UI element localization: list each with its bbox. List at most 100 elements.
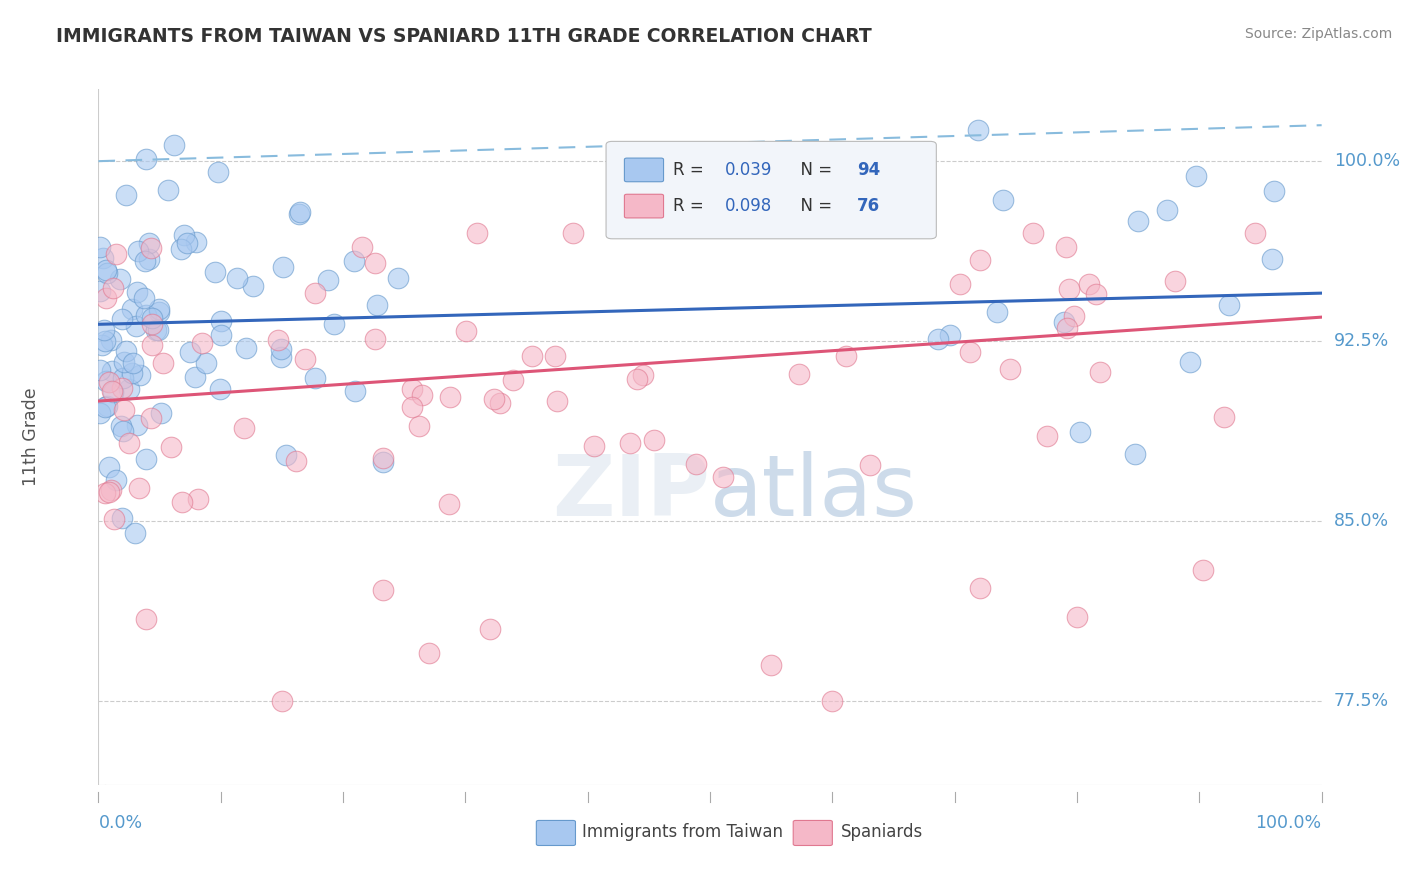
Point (96, 291, 118, 305)
Point (1078, 277, 1101, 292)
Point (1212, 409, 1234, 424)
Point (122, 356, 145, 370)
Point (270, 350, 292, 364)
Point (1054, 240, 1077, 254)
Point (112, 371, 135, 385)
Point (135, 452, 157, 467)
Text: 100.0%: 100.0% (1256, 814, 1322, 831)
Point (204, 265, 226, 279)
Point (125, 318, 148, 333)
Point (371, 582, 394, 597)
Point (626, 372, 648, 386)
Text: R =: R = (673, 161, 710, 179)
Point (96, 266, 118, 280)
Point (242, 279, 264, 293)
Point (145, 323, 167, 337)
Point (1123, 446, 1146, 460)
Point (1178, 355, 1201, 369)
Point (631, 368, 654, 382)
Point (93, 323, 115, 337)
Point (1263, 185, 1285, 199)
Point (98, 484, 121, 499)
Point (194, 356, 217, 370)
Point (821, 694, 844, 708)
Point (127, 285, 149, 299)
Point (1156, 202, 1178, 217)
Point (135, 308, 157, 322)
Point (969, 581, 991, 595)
Point (927, 332, 949, 346)
Point (134, 254, 156, 268)
Point (100, 333, 122, 347)
Point (685, 458, 707, 472)
Point (141, 311, 163, 326)
FancyBboxPatch shape (624, 194, 664, 218)
Point (316, 273, 339, 287)
Point (418, 646, 440, 660)
Point (112, 355, 135, 369)
Point (121, 366, 143, 380)
Point (938, 327, 960, 342)
Point (146, 323, 169, 337)
Point (150, 406, 173, 420)
Text: 77.5%: 77.5% (1334, 692, 1389, 710)
Point (1218, 298, 1240, 312)
Text: Spaniards: Spaniards (841, 823, 924, 841)
Point (187, 492, 209, 507)
Point (127, 418, 149, 433)
Text: 94: 94 (856, 161, 880, 179)
Point (270, 343, 292, 357)
Point (118, 382, 141, 396)
Point (949, 277, 972, 291)
Point (437, 497, 460, 511)
Point (94, 374, 117, 388)
Point (209, 314, 232, 328)
Point (156, 183, 179, 197)
Point (103, 512, 125, 526)
Point (135, 153, 157, 167)
Point (191, 335, 214, 350)
Point (761, 658, 783, 673)
Point (179, 344, 201, 359)
Point (366, 298, 388, 312)
Point (141, 241, 163, 255)
Point (465, 226, 488, 240)
Point (152, 355, 174, 369)
Point (502, 373, 524, 387)
Point (1069, 425, 1091, 439)
Text: 76: 76 (856, 197, 880, 215)
Point (1085, 286, 1108, 301)
Point (342, 254, 364, 268)
Point (94, 400, 117, 414)
Point (401, 382, 423, 396)
Point (101, 384, 124, 399)
Point (1164, 274, 1187, 288)
Point (141, 318, 163, 332)
Point (959, 345, 981, 359)
Point (619, 435, 641, 450)
Point (352, 239, 374, 253)
Point (373, 455, 395, 469)
Point (439, 390, 461, 404)
Point (159, 440, 181, 454)
Point (835, 349, 858, 363)
Point (546, 393, 568, 408)
Point (543, 350, 565, 364)
Point (235, 341, 257, 355)
Point (176, 236, 198, 251)
Point (1063, 310, 1085, 324)
Point (114, 188, 136, 202)
Point (478, 622, 501, 636)
Point (966, 122, 988, 136)
Point (408, 419, 430, 434)
Point (105, 247, 128, 261)
FancyBboxPatch shape (536, 821, 575, 846)
Point (89, 362, 111, 376)
Text: Source: ZipAtlas.com: Source: ZipAtlas.com (1244, 27, 1392, 41)
Point (387, 270, 409, 285)
Point (184, 235, 207, 249)
Point (294, 351, 316, 366)
Point (208, 382, 231, 396)
Point (1192, 563, 1215, 577)
Point (89, 406, 111, 420)
